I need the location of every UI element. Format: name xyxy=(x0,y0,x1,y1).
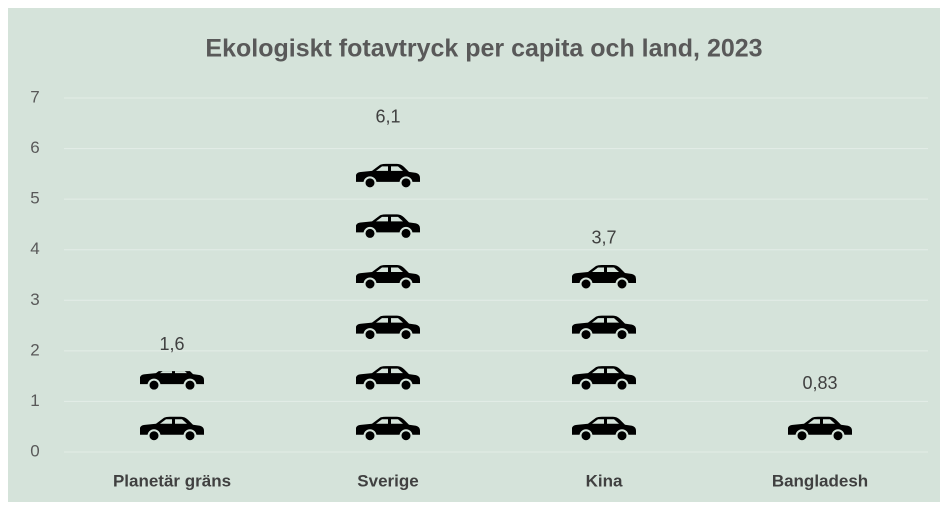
car-wheel xyxy=(147,429,161,443)
pictogram-bar xyxy=(140,371,204,443)
car-wheel xyxy=(795,429,809,443)
car-wheel xyxy=(399,277,413,291)
car-icon xyxy=(356,416,420,443)
y-tick-label: 5 xyxy=(30,189,39,208)
value-label: 3,7 xyxy=(591,228,616,248)
car-wheel xyxy=(183,429,197,443)
pictogram-bar xyxy=(356,163,420,443)
value-label: 1,6 xyxy=(159,334,184,354)
car-window xyxy=(376,318,403,323)
car-wheel xyxy=(615,378,629,392)
value-label: 0,83 xyxy=(802,373,837,393)
car-window xyxy=(592,267,619,272)
car-wheel xyxy=(615,328,629,342)
x-tick-label: Sverige xyxy=(357,471,418,490)
car-window xyxy=(592,318,619,323)
car-wheel xyxy=(363,226,377,240)
value-label: 6,1 xyxy=(375,106,400,126)
car-window xyxy=(160,371,187,374)
car-wheel xyxy=(579,277,593,291)
car-wheel xyxy=(399,226,413,240)
car-icon xyxy=(572,416,636,443)
car-icon xyxy=(356,315,420,342)
chart-title: Ekologiskt fotavtryck per capita och lan… xyxy=(205,35,762,63)
car-window xyxy=(808,419,835,424)
car-wheel xyxy=(615,277,629,291)
car-window xyxy=(160,419,187,424)
car-wheel xyxy=(363,176,377,190)
y-tick-label: 3 xyxy=(30,290,39,309)
car-icon xyxy=(356,265,420,291)
car-wheel xyxy=(579,429,593,443)
car-window xyxy=(592,368,619,374)
car-wheel xyxy=(579,378,593,392)
y-tick-label: 2 xyxy=(30,340,39,359)
car-icon xyxy=(140,371,204,392)
car-window xyxy=(376,216,403,222)
car-wheel xyxy=(363,277,377,291)
car-window xyxy=(376,267,403,272)
x-tick-label: Planetär gräns xyxy=(113,471,231,490)
car-icon xyxy=(140,416,204,443)
car-wheel xyxy=(363,378,377,392)
car-window xyxy=(592,419,619,424)
car-wheel xyxy=(363,328,377,342)
x-tick-label: Kina xyxy=(586,471,623,490)
car-icon xyxy=(572,366,636,392)
y-tick-label: 7 xyxy=(30,87,39,106)
car-wheel xyxy=(831,429,845,443)
y-tick-label: 0 xyxy=(30,441,39,460)
car-wheel xyxy=(399,378,413,392)
car-icon xyxy=(572,265,636,291)
car-wheel xyxy=(183,378,197,392)
y-tick-label: 6 xyxy=(30,138,39,157)
y-tick-label: 4 xyxy=(30,239,39,258)
car-icon xyxy=(788,416,852,443)
car-window xyxy=(376,166,403,171)
car-wheel xyxy=(147,378,161,392)
car-window xyxy=(376,419,403,424)
car-wheel xyxy=(399,176,413,190)
car-icon xyxy=(572,315,636,342)
y-tick-label: 1 xyxy=(30,391,39,410)
car-icon xyxy=(356,214,420,240)
pictogram-bar xyxy=(572,265,636,443)
car-icon xyxy=(356,366,420,392)
car-window xyxy=(376,368,403,374)
car-wheel xyxy=(399,328,413,342)
car-wheel xyxy=(615,429,629,443)
car-wheel xyxy=(363,429,377,443)
car-wheel xyxy=(399,429,413,443)
car-wheel xyxy=(579,328,593,342)
car-icon xyxy=(356,163,420,190)
pictogram-bar xyxy=(788,416,852,443)
x-tick-label: Bangladesh xyxy=(772,471,868,490)
